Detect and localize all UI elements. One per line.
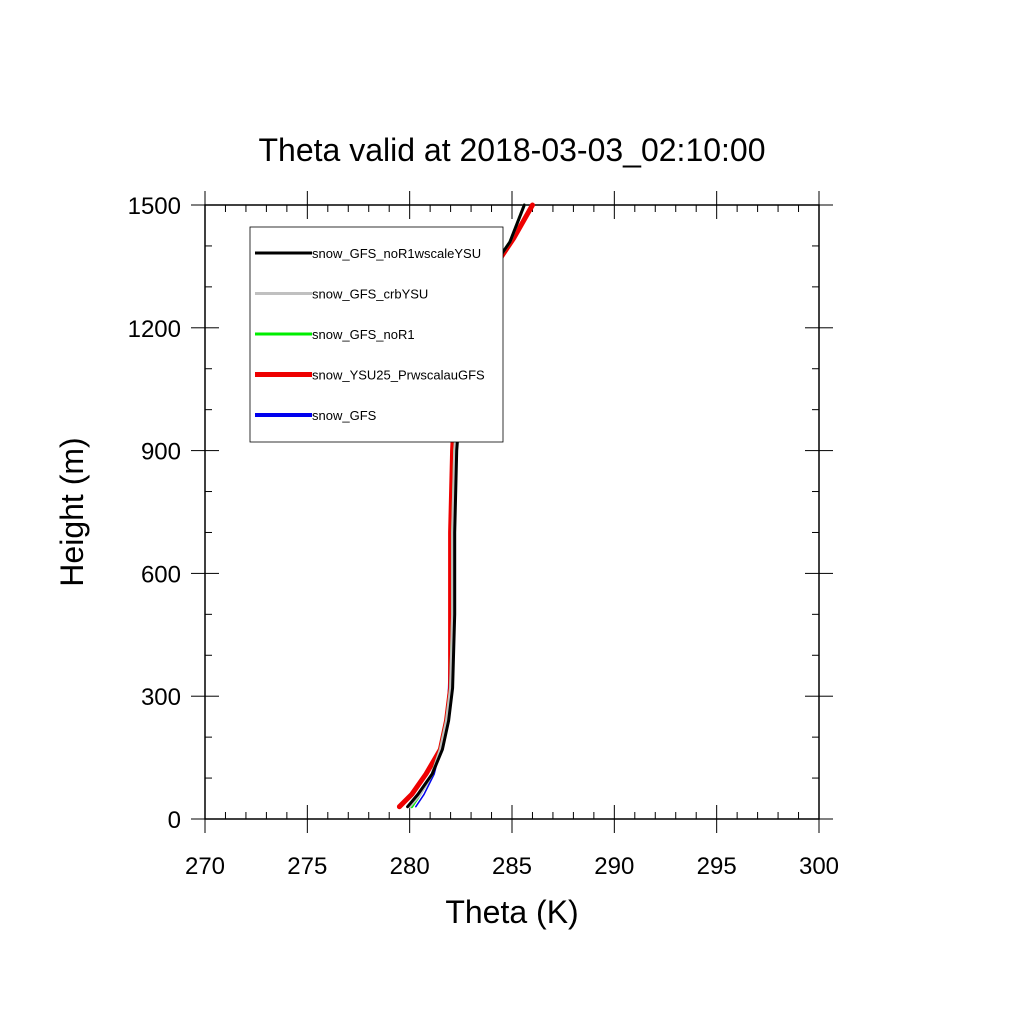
x-tick-label: 280 (390, 853, 430, 880)
x-tick-label: 290 (594, 853, 634, 880)
y-tick-label: 1500 (128, 193, 181, 220)
chart-title: Theta valid at 2018-03-03_02:10:00 (258, 132, 765, 168)
x-tick-label: 285 (492, 853, 532, 880)
x-tick-label: 275 (287, 853, 327, 880)
x-tick-label: 295 (697, 853, 737, 880)
legend-label: snow_YSU25_PrwscalauGFS (312, 368, 485, 383)
x-tick-label: 270 (185, 853, 225, 880)
y-axis-label: Height (m) (54, 437, 90, 586)
y-tick-label: 1200 (128, 316, 181, 343)
x-tick-label: 300 (799, 853, 839, 880)
y-tick-label: 0 (168, 807, 181, 834)
legend: snow_GFS_noR1wscaleYSU snow_GFS_crbYSUsno… (249, 226, 504, 443)
y-tick-label: 300 (141, 684, 181, 711)
legend-label: snow_GFS (312, 408, 377, 423)
axis-tick-labels: 270 275 280 285 290 295 300 0 300 600 900 1200 1500 (128, 193, 839, 880)
x-axis-label: Theta (K) (445, 894, 578, 930)
y-tick-label: 600 (141, 561, 181, 588)
legend-label: snow_GFS_crbYSU (312, 287, 428, 302)
legend-label: snow_GFS_noR1 (312, 327, 415, 342)
y-tick-label: 900 (141, 439, 181, 466)
legend-label: snow_GFS_noR1wscaleYSU (312, 246, 481, 261)
axis-ticks (191, 191, 833, 833)
